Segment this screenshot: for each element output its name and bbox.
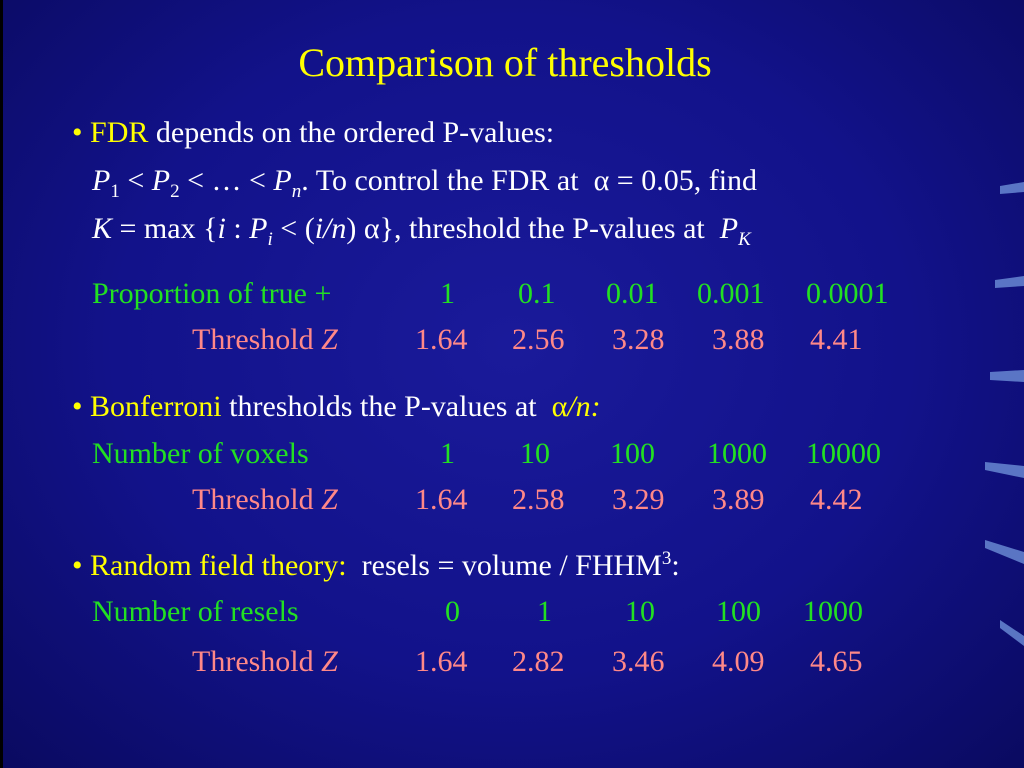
row-label: Proportion of true + [92,277,331,311]
sub: 2 [170,181,180,202]
cell: 2.58 [512,483,565,516]
bullet: • [72,549,83,582]
label-var: Z [321,323,338,356]
label: Threshold [192,645,314,678]
cell: 0.001 [697,277,765,310]
sym: i [217,212,226,245]
cell: 1 [440,437,455,470]
formula-line: K = max {i : Pi < (i/n) α}, threshold th… [92,212,751,249]
cell: 0.0001 [806,277,889,310]
text: : [671,549,680,582]
row-label: Threshold Z [192,645,338,679]
cell: 0.1 [518,277,556,310]
label: Proportion of true + [92,277,332,310]
cell: 1 [537,595,552,628]
cell: 10 [625,595,655,628]
bullet: • [72,390,83,423]
label: Threshold [192,323,314,356]
formula-line: P1 < P2 < … < Pn. To control the FDR at … [92,164,758,201]
cell: 4.65 [810,645,863,678]
key-term: Bonferroni [90,390,222,423]
sub: n [291,181,302,202]
row-label: Number of resels [92,595,299,629]
sym: P [151,164,171,197]
cell: 3.46 [612,645,665,678]
text: < ( [280,212,315,245]
cell: 100 [610,437,655,470]
cell: 1.64 [415,483,468,516]
cell: 4.42 [810,483,863,516]
cell: 1.64 [415,645,468,678]
sym: P [249,212,268,245]
label-var: Z [321,645,338,678]
text: α = 0.05, find [593,164,758,197]
text: . To control the FDR at [301,164,579,197]
cell: 4.41 [810,323,863,356]
sub: K [738,229,751,250]
cell: 10000 [806,437,881,470]
sym: K [92,212,113,245]
cell: 1000 [707,437,767,470]
text: depends on the ordered P-values: [155,116,555,149]
sym: α [551,390,568,423]
sub: i [267,229,273,250]
cell: 2.56 [512,323,565,356]
cell: 3.89 [712,483,765,516]
text: < [127,164,145,197]
cell: 1.64 [415,323,468,356]
cell: 1000 [803,595,863,628]
sym: i/n [314,212,347,245]
sub: 1 [110,181,120,202]
row-label: Threshold Z [192,323,338,357]
row-label: Number of voxels [92,437,309,471]
sup: 3 [661,548,672,569]
sym: P [92,164,111,197]
cell: 3.29 [612,483,665,516]
bullet-line: • Random field theory: resels = volume /… [72,549,680,583]
cell: 0.01 [606,277,659,310]
label-var: Z [321,483,338,516]
sym: P [719,212,739,245]
cell: 2.82 [512,645,565,678]
text: resels = volume / FHHM [361,549,662,582]
title: Comparison of thresholds [298,40,712,85]
cell: 0 [445,595,460,628]
cell: 3.88 [712,323,765,356]
cell: 4.09 [712,645,765,678]
label: Number of resels [92,595,299,628]
cell: 1 [440,277,455,310]
sym: /n: [567,390,601,423]
label: Number of voxels [92,437,309,470]
key-term: FDR [90,116,149,149]
text: ) α}, threshold the P-values at [346,212,705,245]
bullet-line: • Bonferroni thresholds the P-values at … [72,390,601,424]
label: Threshold [192,483,314,516]
cell: 100 [716,595,761,628]
sym: P [273,164,292,197]
key-term: Random field theory: [90,549,347,582]
cell: 10 [520,437,550,470]
cell: 3.28 [612,323,665,356]
row-label: Threshold Z [192,483,338,517]
text: = max { [119,212,218,245]
text: < … < [187,164,266,197]
bullet: • [72,116,83,149]
text: thresholds the P-values at [229,390,537,423]
text: : [233,212,242,245]
left-edge [0,0,3,768]
edge-marks [985,182,1024,646]
bullet-line: • FDR depends on the ordered P-values: [72,116,554,150]
